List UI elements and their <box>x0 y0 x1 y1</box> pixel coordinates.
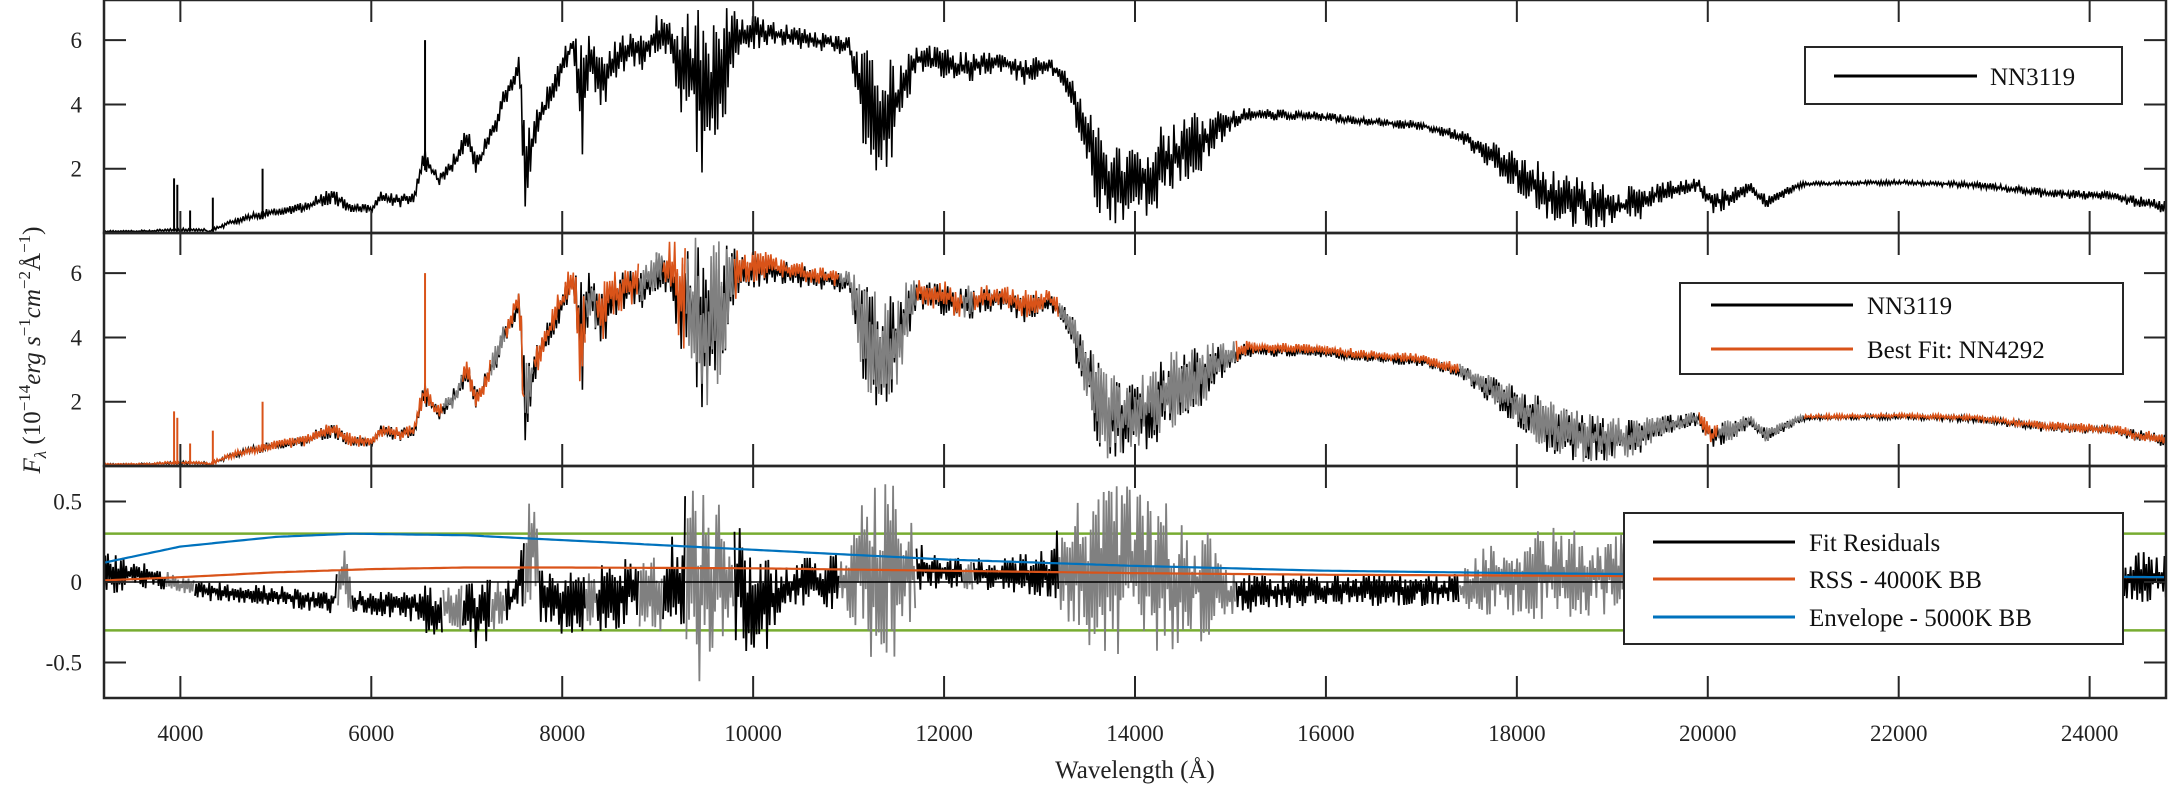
x-tick-label: 6000 <box>348 721 394 746</box>
legend-label: Fit Residuals <box>1809 530 1940 557</box>
legends: NN3119 NN3119 Best Fit: NN4292 Fit Residual… <box>1623 46 2124 645</box>
x-tick-label: 8000 <box>539 721 585 746</box>
x-tick-label: 16000 <box>1297 721 1355 746</box>
y-tick-label: 4 <box>71 325 83 350</box>
y-tick-label: 2 <box>71 390 83 415</box>
observed-spectrum-line <box>104 8 2166 233</box>
legend-panel-3: Fit Residuals RSS - 4000K BB Envelope - 50… <box>1623 512 2124 645</box>
legend-panel-2: NN3119 Best Fit: NN4292 <box>1679 282 2124 375</box>
emission-line-group <box>173 40 427 232</box>
x-tick-label: 20000 <box>1679 721 1737 746</box>
x-tick-label: 18000 <box>1488 721 1546 746</box>
masked-spectrum-line <box>442 237 1804 462</box>
legend-label: RSS - 4000K BB <box>1809 567 1982 594</box>
x-tick-label: 4000 <box>157 721 203 746</box>
best-fit-spectrum-line <box>104 241 2166 466</box>
x-tick-label: 14000 <box>1106 721 1164 746</box>
y-tick-label: 6 <box>71 261 83 286</box>
legend-label: NN3119 <box>1990 64 2075 91</box>
legend-box <box>1623 512 2124 645</box>
fit-emission-line-group <box>173 273 427 465</box>
y-tick-label: -0.5 <box>46 651 82 676</box>
fit-residuals-line <box>104 496 2166 652</box>
y-tick-label: 6 <box>71 28 83 53</box>
legend-label: Envelope - 5000K BB <box>1809 605 2032 632</box>
y-tick-label: 0.5 <box>53 489 82 514</box>
x-tick-label: 12000 <box>915 721 973 746</box>
axes: 2 4 6 2 4 6 -0.5 0 0.5 4000 6000 8000 10000 12000 1400… <box>46 0 2168 746</box>
y-tick-label: 0 <box>71 570 83 595</box>
x-tick-label: 10000 <box>724 721 782 746</box>
masked-residuals-line <box>165 484 1785 682</box>
y-tick-label: 4 <box>71 92 83 117</box>
y-tick-label: 2 <box>71 157 83 182</box>
legend-label: NN3119 <box>1867 293 1952 320</box>
y-axis-label: Fλ (10−14erg s−1cm−2Å−1) <box>15 226 50 474</box>
x-axis-label: Wavelength (Å) <box>1055 757 1215 784</box>
x-tick-label: 22000 <box>1870 721 1928 746</box>
legend-panel-1: NN3119 <box>1804 46 2123 105</box>
legend-label: Best Fit: NN4292 <box>1867 337 2045 364</box>
x-tick-label: 24000 <box>2061 721 2119 746</box>
legend-box <box>1679 282 2124 375</box>
